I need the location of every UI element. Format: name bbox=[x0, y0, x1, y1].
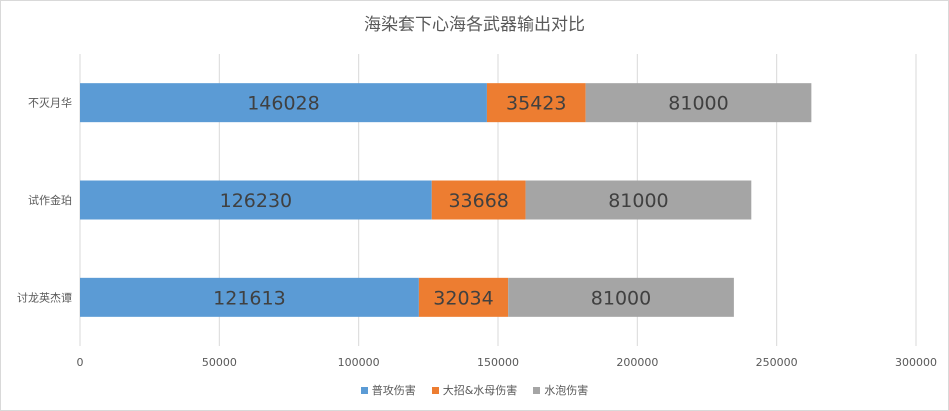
y-category-label: 试作金珀 bbox=[28, 193, 72, 207]
legend-item: 水泡伤害 bbox=[533, 382, 588, 398]
bar-segment bbox=[585, 83, 812, 123]
data-label: 33668 bbox=[448, 190, 508, 212]
chart-title: 海染套下心海各武器输出对比 bbox=[364, 15, 585, 35]
bar-segment bbox=[80, 180, 432, 220]
bar-segment bbox=[486, 83, 586, 123]
data-label: 126230 bbox=[220, 190, 293, 212]
data-label: 121613 bbox=[213, 287, 286, 309]
y-category-label: 讨龙英杰谭 bbox=[17, 290, 72, 304]
data-label: 81000 bbox=[608, 190, 668, 212]
legend-swatch bbox=[533, 386, 541, 394]
x-tick-label: 300000 bbox=[895, 356, 937, 369]
x-tick-label: 250000 bbox=[756, 356, 798, 369]
bar-segment bbox=[418, 277, 509, 317]
legend-label: 普攻伤害 bbox=[371, 384, 416, 397]
legend-label: 水泡伤害 bbox=[544, 384, 589, 397]
data-label: 146028 bbox=[247, 93, 320, 115]
x-tick-label: 0 bbox=[77, 356, 84, 369]
data-label: 81000 bbox=[668, 93, 728, 115]
data-label: 32034 bbox=[433, 287, 493, 309]
x-tick-label: 150000 bbox=[477, 356, 519, 369]
bar-segment bbox=[431, 180, 526, 220]
bar-segment bbox=[525, 180, 752, 220]
y-category-label: 不灭月华 bbox=[28, 96, 72, 110]
bar-segment bbox=[508, 277, 734, 317]
chart-legend: 普攻伤害 大招&水母伤害 水泡伤害 bbox=[0, 382, 949, 398]
data-label: 81000 bbox=[591, 287, 651, 309]
x-tick-label: 100000 bbox=[338, 356, 380, 369]
x-tick-label: 200000 bbox=[616, 356, 658, 369]
legend-item: 普攻伤害 bbox=[360, 382, 416, 398]
x-tick-label: 50000 bbox=[202, 356, 237, 369]
legend-label: 大招&水母伤害 bbox=[442, 384, 518, 397]
data-label: 35423 bbox=[506, 93, 566, 115]
legend-swatch bbox=[360, 386, 368, 394]
legend-item: 大招&水母伤害 bbox=[431, 382, 518, 398]
bar-segment bbox=[80, 83, 487, 123]
legend-swatch bbox=[431, 386, 439, 394]
bar-segment bbox=[80, 277, 419, 317]
